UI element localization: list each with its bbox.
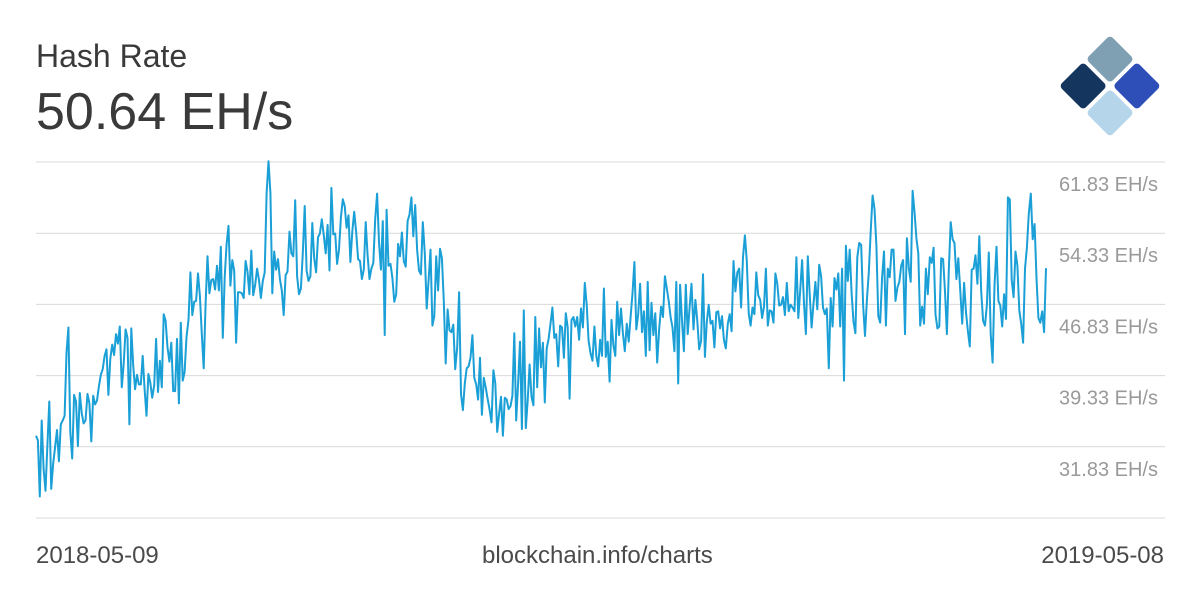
y-axis-tick-labels: 61.83 EH/s 54.33 EH/s 46.83 EH/s 39.33 EH/s… xyxy=(1059,174,1158,481)
x-axis-start-date: 2018-05-09 xyxy=(36,542,159,569)
current-hash-rate-value: 50.64 EH/s xyxy=(36,83,294,141)
series-layer xyxy=(35,160,1047,498)
x-axis-end-date: 2019-05-08 xyxy=(1041,542,1164,569)
y-tick-label: 46.83 EH/s xyxy=(1059,316,1158,338)
y-tick-label: 31.83 EH/s xyxy=(1059,459,1158,481)
hash-rate-series-line xyxy=(35,160,1047,498)
chart-title: Hash Rate xyxy=(36,38,188,74)
y-tick-label: 39.33 EH/s xyxy=(1059,388,1158,410)
source-link[interactable]: blockchain.info/charts xyxy=(482,542,713,569)
y-tick-label: 61.83 EH/s xyxy=(1059,174,1158,196)
blockchain-logo-icon xyxy=(1060,36,1160,136)
y-tick-label: 54.33 EH/s xyxy=(1059,245,1158,267)
grid-lines xyxy=(36,161,1165,519)
